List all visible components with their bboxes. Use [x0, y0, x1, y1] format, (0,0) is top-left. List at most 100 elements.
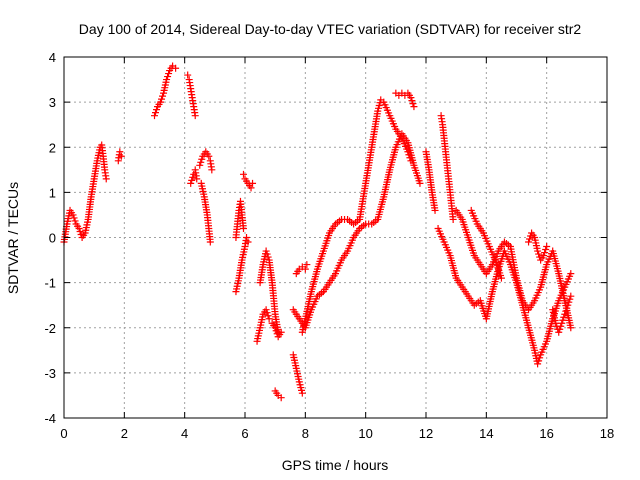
data-point [102, 175, 110, 183]
y-tick-label: 3 [49, 95, 56, 110]
y-tick-label: 1 [49, 185, 56, 200]
data-point [157, 98, 165, 106]
data-point [187, 179, 195, 187]
data-point [249, 179, 257, 187]
x-tick-label: 16 [539, 426, 553, 441]
data-point [197, 158, 205, 166]
grid-lines [64, 57, 607, 418]
data-point [542, 246, 550, 254]
data-point [165, 70, 173, 78]
data-point [152, 109, 160, 117]
data-point [563, 304, 571, 312]
data-point [449, 215, 457, 223]
data-point [193, 175, 201, 183]
y-tick-label: -4 [44, 411, 56, 426]
data-point [407, 94, 415, 102]
data-point [409, 100, 417, 108]
data-point [191, 112, 199, 120]
data-point [188, 176, 196, 184]
data-point [558, 319, 566, 327]
data-point [262, 306, 270, 314]
data-point [76, 227, 84, 235]
data-point [534, 247, 542, 255]
data-point [239, 224, 247, 232]
data-point [208, 166, 216, 174]
data-point [243, 234, 251, 241]
data-point [151, 112, 158, 120]
data-point [497, 274, 505, 282]
data-point [198, 155, 206, 163]
data-point [158, 95, 166, 103]
x-tick-label: 18 [600, 426, 614, 441]
y-tick-label: -1 [44, 276, 56, 291]
data-point [562, 307, 570, 315]
chart-title: Day 100 of 2014, Sidereal Day-to-day VTE… [79, 21, 582, 37]
x-tick-label: 8 [302, 426, 309, 441]
data-point [159, 92, 167, 100]
y-tick-label: -2 [44, 321, 56, 336]
x-tick-label: 14 [479, 426, 493, 441]
data-point [416, 179, 424, 187]
data-point [262, 247, 270, 255]
data-point [566, 295, 574, 303]
data-point [75, 224, 83, 232]
data-point [410, 103, 418, 111]
data-point [116, 148, 124, 156]
data-point [567, 270, 575, 278]
data-point [71, 217, 79, 225]
data-point [552, 319, 560, 327]
data-point [526, 235, 534, 243]
data-point [244, 238, 252, 246]
data-point [164, 73, 172, 81]
data-point [264, 253, 272, 261]
data-point [271, 324, 279, 332]
data-point [556, 325, 564, 333]
data-point [277, 328, 285, 336]
data-point [535, 357, 543, 365]
x-tick-label: 6 [241, 426, 248, 441]
y-tick-label: 2 [49, 140, 56, 155]
data-point [205, 152, 213, 160]
data-point [239, 170, 247, 178]
data-point [69, 211, 77, 219]
data-point [172, 64, 180, 72]
x-tick-label: 10 [358, 426, 372, 441]
y-axis-title: SDTVAR / TECUs [5, 182, 21, 294]
data-point [272, 327, 280, 335]
data-point [163, 76, 171, 84]
x-tick-label: 4 [181, 426, 188, 441]
data-point [543, 243, 551, 251]
data-point [196, 161, 204, 169]
data-point [567, 292, 575, 300]
data-point [541, 249, 549, 257]
data-points [60, 62, 575, 402]
data-point [189, 173, 197, 181]
data-point [559, 316, 567, 324]
data-point [525, 238, 533, 246]
data-point [264, 312, 272, 320]
data-point [301, 265, 309, 273]
data-point [561, 310, 569, 318]
data-point [277, 394, 285, 402]
data-point [117, 152, 125, 160]
data-point [263, 250, 271, 258]
data-point [70, 214, 78, 222]
data-point [184, 71, 192, 79]
data-point [540, 252, 548, 260]
data-point [153, 106, 161, 114]
data-point [247, 184, 255, 192]
data-point [265, 315, 273, 323]
data-point [555, 328, 563, 336]
data-point [536, 354, 544, 362]
x-axis-title: GPS time / hours [282, 457, 389, 473]
x-tick-label: 2 [121, 426, 128, 441]
data-point [534, 360, 542, 368]
data-point [565, 298, 573, 306]
y-tick-label: -3 [44, 366, 56, 381]
y-tick-label: 0 [49, 231, 56, 246]
data-point [557, 322, 565, 330]
data-point [567, 324, 575, 332]
x-tick-label: 12 [419, 426, 433, 441]
